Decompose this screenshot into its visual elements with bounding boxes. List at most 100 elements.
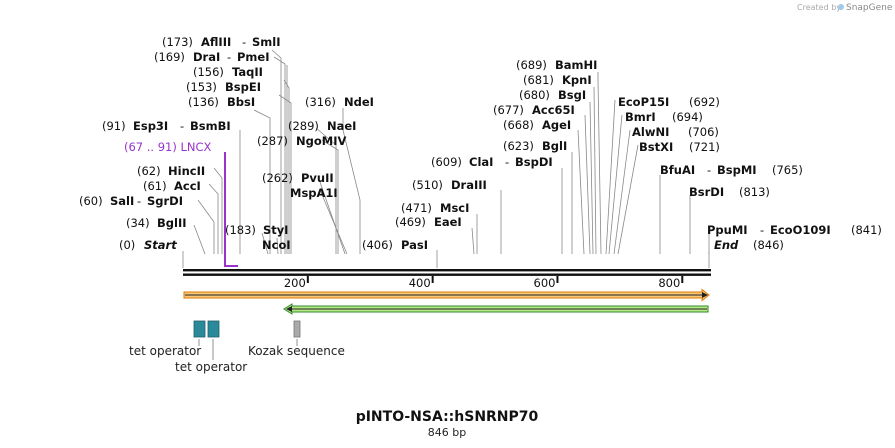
- enzyme-name: SalI: [110, 194, 134, 208]
- enzyme-name-2: SgrDI: [147, 194, 183, 208]
- site-bspEI: (153) BspEI: [186, 80, 261, 94]
- enzyme-name: NcoI: [262, 238, 291, 252]
- site-esp3I: (91) Esp3I - BsmBI: [102, 119, 231, 133]
- enzyme-name: HincII: [168, 164, 205, 178]
- site-ngoMIV: (287) NgoMIV: [257, 134, 346, 148]
- forward-orf-arrow: [183, 288, 710, 302]
- site-pvuII: (262) PvuII: [262, 171, 334, 185]
- site-position: (689): [516, 58, 547, 72]
- enzyme-name-2: PmeI: [237, 50, 270, 64]
- site-ecoP15I: EcoP15I (692): [618, 95, 720, 109]
- site-ncoI: NcoI: [262, 238, 291, 252]
- site-position: (510): [412, 178, 443, 192]
- site-position: (694): [672, 110, 703, 124]
- site-taqII: (156) TaqII: [193, 65, 263, 79]
- enzyme-name-2: BspMI: [717, 163, 757, 177]
- site-start: (0) Start: [119, 238, 177, 252]
- site-position: (471): [401, 201, 432, 215]
- enzyme-name: AlwNI: [632, 125, 669, 139]
- lncx-region-label: (67 .. 91) LNCX: [124, 140, 212, 154]
- enzyme-name: TaqII: [232, 65, 263, 79]
- enzyme-name: NdeI: [344, 95, 374, 109]
- site-position: (34): [126, 216, 150, 230]
- site-position: (289): [288, 119, 319, 133]
- enzyme-name-2: EcoO109I: [770, 223, 831, 237]
- site-position: (62): [137, 164, 161, 178]
- leader-lines: [182, 49, 710, 268]
- site-position: (169): [154, 50, 185, 64]
- svg-text:-: -: [242, 35, 246, 49]
- site-position: (813): [739, 185, 770, 199]
- enzyme-name: KpnI: [562, 73, 592, 87]
- axis-tick-label: 200: [284, 276, 306, 290]
- enzyme-name-2: BspDI: [515, 155, 553, 169]
- created-by-text: Created by: [797, 3, 841, 12]
- site-position: (623): [503, 139, 534, 153]
- site-position: (406): [362, 238, 393, 252]
- sequence-backbone: [183, 269, 711, 276]
- site-position: (136): [188, 95, 219, 109]
- site-position: (469): [395, 215, 426, 229]
- site-position: (841): [851, 223, 882, 237]
- site-bbsI: (136) BbsI: [188, 95, 255, 109]
- enzyme-name: MspA1I: [290, 186, 338, 200]
- enzyme-name: BbsI: [227, 95, 255, 109]
- tet-operator-feature-1: [193, 320, 206, 338]
- axis-tick-label: 800: [658, 276, 680, 290]
- enzyme-name: EaeI: [434, 215, 462, 229]
- svg-text:-: -: [227, 50, 231, 64]
- enzyme-name: Esp3I: [133, 119, 168, 133]
- site-position: (677): [493, 103, 524, 117]
- enzyme-name: BamHI: [555, 58, 597, 72]
- site-bstXI: BstXI (721): [639, 140, 720, 154]
- site-bamHI: (689) BamHI: [516, 58, 597, 72]
- site-naeI: (289) NaeI: [288, 119, 356, 133]
- enzyme-name: EcoP15I: [618, 95, 669, 109]
- site-bsrDI: BsrDI (813): [689, 185, 770, 199]
- enzyme-name: PasI: [401, 238, 428, 252]
- axis-tick-label: 600: [534, 276, 556, 290]
- site-bsgI: (680) BsgI: [519, 88, 586, 102]
- sequence-start-label: Start: [144, 238, 177, 252]
- enzyme-name: BspEI: [225, 80, 261, 94]
- site-position: (0): [119, 238, 135, 252]
- tet-operator-label-2: tet operator: [175, 360, 247, 374]
- svg-text:-: -: [760, 223, 764, 237]
- site-position: (681): [523, 73, 554, 87]
- enzyme-name: DraI: [193, 50, 220, 64]
- site-ndeI: (316) NdeI: [305, 95, 374, 109]
- site-position: (692): [689, 95, 720, 109]
- site-kpnI: (681) KpnI: [523, 73, 592, 87]
- site-position: (287): [257, 134, 288, 148]
- site-position: (60): [79, 194, 103, 208]
- plasmid-length: 846 bp: [428, 426, 466, 439]
- site-bglI: (623) BglI: [503, 139, 567, 153]
- site-position: (91): [102, 119, 126, 133]
- site-position: (173): [162, 35, 193, 49]
- site-position: (765): [772, 163, 803, 177]
- site-draI: (169) DraI - PmeI: [154, 50, 270, 64]
- kozak-sequence-feature: [293, 320, 301, 338]
- enzyme-name-2: SmlI: [252, 35, 281, 49]
- site-eaeI: (469) EaeI: [395, 215, 462, 229]
- site-alwNI: AlwNI (706): [632, 125, 719, 139]
- site-position: (609): [431, 155, 462, 169]
- site-bmrI: BmrI (694): [625, 110, 703, 124]
- site-position: (183): [225, 223, 256, 237]
- site-position: (680): [519, 88, 550, 102]
- site-ageI: (668) AgeI: [503, 118, 571, 132]
- enzyme-name: BfuAI: [660, 163, 695, 177]
- enzyme-name: MscI: [440, 201, 469, 215]
- svg-text:-: -: [137, 194, 141, 208]
- site-position: (316): [305, 95, 336, 109]
- kozak-sequence-label: Kozak sequence: [248, 344, 345, 358]
- site-hincII: (62) HincII: [137, 164, 205, 178]
- svg-text:-: -: [180, 119, 184, 133]
- plasmid-name: pINTO-NSA::hSNRNP70: [356, 409, 539, 425]
- enzyme-name: PpuMI: [707, 223, 748, 237]
- enzyme-name: NaeI: [327, 119, 356, 133]
- enzyme-name: BsrDI: [689, 185, 724, 199]
- enzyme-name: DraIII: [451, 178, 487, 192]
- axis-ticks: 200 400 600 800: [284, 276, 684, 290]
- enzyme-name: ClaI: [469, 155, 493, 169]
